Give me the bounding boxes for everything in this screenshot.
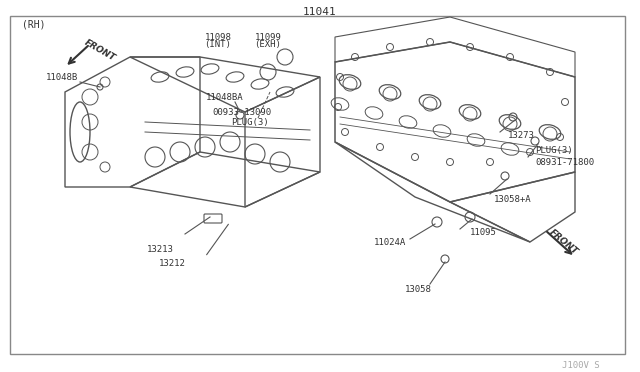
Text: 11041: 11041 [303, 7, 337, 17]
Text: FRONT: FRONT [83, 38, 117, 62]
Text: (EXH): (EXH) [255, 39, 282, 48]
Text: 11099: 11099 [255, 32, 282, 42]
Text: 13058: 13058 [404, 285, 431, 295]
Text: FRONT: FRONT [548, 228, 580, 256]
Text: 13213: 13213 [147, 246, 173, 254]
Text: 13273: 13273 [508, 131, 535, 140]
Text: 11024A: 11024A [374, 237, 406, 247]
Text: 11095: 11095 [470, 228, 497, 237]
Text: 11048BA: 11048BA [206, 93, 244, 102]
Text: (RH): (RH) [22, 19, 45, 29]
Text: 13212: 13212 [159, 260, 186, 269]
Text: PLUG(3): PLUG(3) [231, 118, 269, 126]
Text: J100V S: J100V S [563, 362, 600, 371]
Text: 13058+A: 13058+A [494, 195, 532, 203]
Text: (INT): (INT) [205, 39, 232, 48]
Text: PLUG(3): PLUG(3) [535, 145, 573, 154]
Text: 08931-71800: 08931-71800 [535, 157, 594, 167]
Text: 11098: 11098 [205, 32, 232, 42]
Text: 00933-13090: 00933-13090 [212, 108, 271, 116]
Text: 11048B: 11048B [46, 73, 78, 81]
